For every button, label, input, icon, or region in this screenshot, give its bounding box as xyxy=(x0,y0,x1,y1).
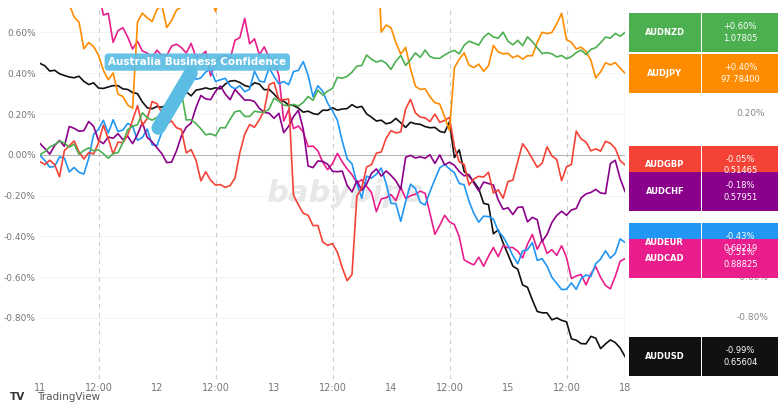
Text: TradingView: TradingView xyxy=(37,392,101,402)
FancyBboxPatch shape xyxy=(702,223,778,262)
Text: -0.99%: -0.99% xyxy=(725,346,755,355)
FancyBboxPatch shape xyxy=(702,54,778,92)
Text: AUDEUR: AUDEUR xyxy=(645,238,684,247)
FancyBboxPatch shape xyxy=(702,146,778,184)
Text: AUDCHF: AUDCHF xyxy=(646,187,684,196)
Text: +0.40%: +0.40% xyxy=(724,63,757,72)
FancyBboxPatch shape xyxy=(629,146,700,184)
Text: 0.51465: 0.51465 xyxy=(723,166,757,175)
Text: -0.18%: -0.18% xyxy=(725,181,755,190)
FancyBboxPatch shape xyxy=(629,172,700,211)
FancyBboxPatch shape xyxy=(629,337,700,376)
Text: 97.78400: 97.78400 xyxy=(721,74,760,83)
Text: -0.05%: -0.05% xyxy=(725,155,755,164)
Text: Australia Business Confidence: Australia Business Confidence xyxy=(108,57,286,128)
FancyBboxPatch shape xyxy=(629,239,700,278)
Text: 1.07805: 1.07805 xyxy=(723,34,757,43)
FancyBboxPatch shape xyxy=(702,13,778,52)
Text: -0.60%: -0.60% xyxy=(736,272,768,281)
Text: AUDUSD: AUDUSD xyxy=(645,352,685,361)
Text: AUDJPY: AUDJPY xyxy=(647,69,682,78)
Text: -0.51%: -0.51% xyxy=(725,248,755,257)
FancyBboxPatch shape xyxy=(702,239,778,278)
Text: 0.20%: 0.20% xyxy=(736,110,765,119)
Text: 0.65604: 0.65604 xyxy=(723,358,757,367)
FancyBboxPatch shape xyxy=(629,223,700,262)
Text: -0.80%: -0.80% xyxy=(736,313,768,322)
Text: -0.43%: -0.43% xyxy=(725,232,755,241)
FancyBboxPatch shape xyxy=(702,337,778,376)
Text: babypips: babypips xyxy=(266,179,423,208)
Text: AUDGBP: AUDGBP xyxy=(645,160,685,169)
Text: AUDNZD: AUDNZD xyxy=(645,28,685,37)
Text: 𝗧𝗩: 𝗧𝗩 xyxy=(10,392,26,402)
Text: 0.57951: 0.57951 xyxy=(723,193,757,202)
Text: 0.88825: 0.88825 xyxy=(723,260,757,269)
FancyBboxPatch shape xyxy=(629,54,700,92)
Text: 0.60219: 0.60219 xyxy=(723,244,757,253)
Text: AUDCAD: AUDCAD xyxy=(645,254,685,263)
FancyBboxPatch shape xyxy=(702,172,778,211)
FancyBboxPatch shape xyxy=(629,13,700,52)
Text: 0.00%: 0.00% xyxy=(736,150,765,159)
Text: +0.60%: +0.60% xyxy=(724,22,757,31)
